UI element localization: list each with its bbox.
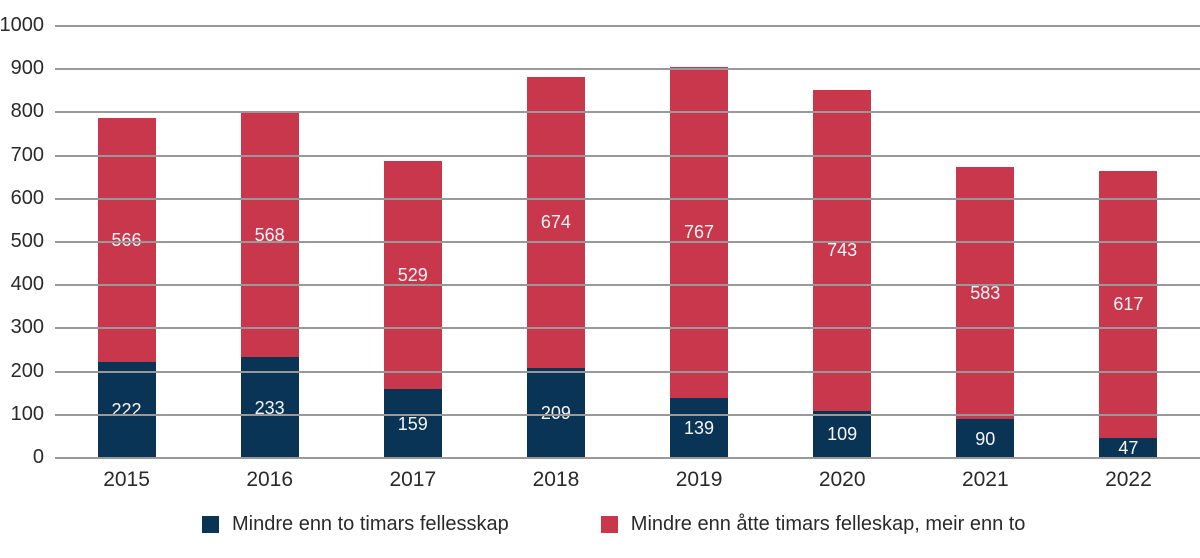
value-label: 617: [1113, 294, 1144, 315]
y-axis-tick-label: 1000: [0, 14, 44, 36]
bar-segment-2015-series-0: 222: [97, 362, 156, 458]
bar-segment-2015-series-1: 566: [97, 117, 156, 363]
x-axis-label-2022: 2022: [1105, 468, 1152, 491]
value-label: 209: [541, 404, 571, 422]
value-label: 743: [827, 240, 858, 261]
gridline-1000: 1000: [0, 15, 1200, 35]
gridline-0: 0: [33, 447, 1200, 467]
gridline-600: 600: [11, 188, 1200, 208]
bar-segment-2017-series-1: 529: [383, 160, 442, 390]
value-label: 583: [970, 283, 1001, 304]
bar-slot-2020: 109 743: [771, 26, 914, 458]
bar-segment-2018-series-0: 209: [526, 367, 585, 458]
legend-label: Mindre enn to timars fellesskap: [232, 513, 509, 535]
value-label: 90: [975, 428, 996, 449]
gridline-500: 500: [11, 231, 1200, 251]
x-axis-label-2020: 2020: [818, 468, 866, 491]
gridline-300: 300: [11, 317, 1200, 337]
x-axis-label-2019: 2019: [675, 468, 723, 491]
y-axis-tick-label: 800: [10, 100, 44, 123]
legend-item-less-than-eight-hours: Mindre enn åtte timars felleskap, meir e…: [600, 513, 1026, 536]
bar-segment-2019-series-0: 139: [670, 397, 729, 458]
gridline-200: 200: [11, 361, 1200, 381]
value-label: 222: [111, 400, 142, 421]
legend-label: Mindre enn åtte timars felleskap, meir e…: [630, 513, 1026, 535]
bar-segment-2022-series-1: 617: [1099, 171, 1158, 438]
value-label: 159: [397, 413, 428, 434]
bar-slot-2021: 90 583: [914, 26, 1057, 458]
x-axis-label-2018: 2018: [532, 468, 580, 491]
bar-segment-2021-series-1: 583: [956, 167, 1015, 420]
y-axis-tick-label: 700: [10, 143, 44, 166]
bar-segment-2016-series-0: 233: [240, 357, 299, 458]
value-label: 233: [254, 397, 285, 418]
y-axis-tick-label: 100: [10, 402, 44, 425]
bar-segment-2016-series-1: 568: [240, 111, 299, 358]
value-label: 529: [397, 265, 428, 286]
legend: Mindre enn to timars fellesskap Mindre e…: [0, 513, 1200, 536]
value-label: 109: [827, 424, 858, 445]
bar-segment-2020-series-1: 743: [813, 89, 872, 411]
bar-segment-2021-series-0: 90: [956, 419, 1015, 458]
y-axis-tick-label: 400: [10, 273, 44, 296]
legend-item-less-than-two-hours: Mindre enn to timars fellesskap: [202, 513, 509, 536]
bar-slot-2018: 209 674: [484, 26, 627, 458]
value-label: 767: [684, 222, 715, 243]
y-axis-tick-label: 0: [32, 446, 44, 468]
x-axis-labels: 2015 2016 2017 2018 2019 2020 2021 2022: [55, 468, 1200, 492]
bar-slot-2019: 139 767: [628, 26, 771, 458]
plot-area: 222 566 233 568 159 529 209 674 139 767 109 743 90 58…: [0, 15, 1200, 467]
x-axis-label-2021: 2021: [961, 468, 1009, 491]
gridline-900: 900: [11, 58, 1200, 78]
bar-segment-2020-series-0: 109: [813, 410, 872, 458]
x-axis-label-2015: 2015: [103, 468, 150, 491]
value-label: 674: [540, 212, 571, 233]
x-axis-label-2017: 2017: [389, 468, 437, 491]
bar-segment-2019-series-1: 767: [670, 66, 729, 398]
gridline-800: 800: [11, 101, 1200, 121]
legend-swatch-navy: [202, 516, 219, 533]
bar-slot-2022: 47 617: [1057, 26, 1200, 458]
gridline-100: 100: [11, 404, 1200, 424]
bar-slot-2016: 233 568: [198, 26, 341, 458]
bar-segment-2022-series-0: 47: [1099, 437, 1158, 458]
value-label: 139: [684, 417, 715, 438]
x-axis-label-2016: 2016: [246, 468, 294, 491]
y-axis-tick-label: 600: [10, 186, 44, 209]
bar-slot-2015: 222 566: [55, 26, 198, 458]
bar-segment-2018-series-1: 674: [526, 76, 585, 368]
bar-segment-2017-series-0: 159: [383, 389, 442, 458]
y-axis-tick-label: 500: [10, 230, 44, 252]
legend-swatch-red: [600, 516, 618, 533]
value-label: 47: [1118, 437, 1139, 458]
value-label: 568: [254, 224, 285, 245]
y-axis-tick-label: 900: [10, 57, 44, 80]
value-label: 566: [111, 229, 142, 250]
y-axis-tick-label: 300: [10, 316, 44, 339]
gridline-400: 400: [11, 274, 1200, 294]
y-axis-tick-label: 200: [10, 359, 44, 382]
gridline-700: 700: [11, 145, 1200, 165]
